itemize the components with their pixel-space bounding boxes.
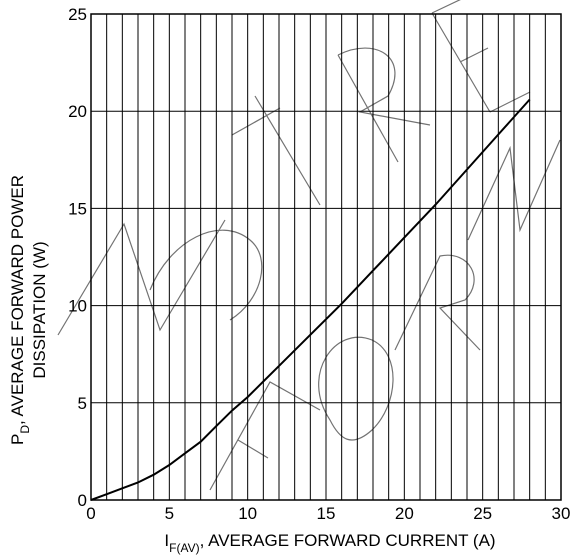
series — [90, 98, 531, 501]
y-axis-label-line2: DISSIPATION (W) — [30, 241, 49, 378]
plot-frame — [90, 13, 562, 501]
y-axis-label: PD, AVERAGE FORWARD POWER DISSIPATION (W… — [8, 175, 49, 445]
x-tick-label: 5 — [165, 504, 174, 523]
y-axis-label-line1: PD, AVERAGE FORWARD POWER — [8, 175, 32, 445]
series-line — [90, 98, 531, 501]
watermark — [57, 0, 561, 491]
x-tick-label: 20 — [395, 504, 414, 523]
grid — [90, 13, 562, 501]
x-tick-label: 30 — [552, 504, 571, 523]
x-tick-label: 15 — [317, 504, 336, 523]
y-tick-label: 20 — [68, 102, 87, 121]
x-tick-label: 0 — [86, 504, 95, 523]
y-tick-label: 5 — [78, 394, 87, 413]
x-tick-label: 25 — [473, 504, 492, 523]
tick-labels: 0 5 10 15 20 25 30 0 5 10 15 20 25 — [68, 5, 570, 523]
y-tick-label: 10 — [68, 297, 87, 316]
y-tick-label: 0 — [78, 491, 87, 510]
y-tick-label: 15 — [68, 199, 87, 218]
x-tick-label: 10 — [238, 504, 257, 523]
x-axis-label: IF(AV), AVERAGE FORWARD CURRENT (A) — [164, 531, 495, 555]
y-tick-label: 25 — [68, 5, 87, 24]
